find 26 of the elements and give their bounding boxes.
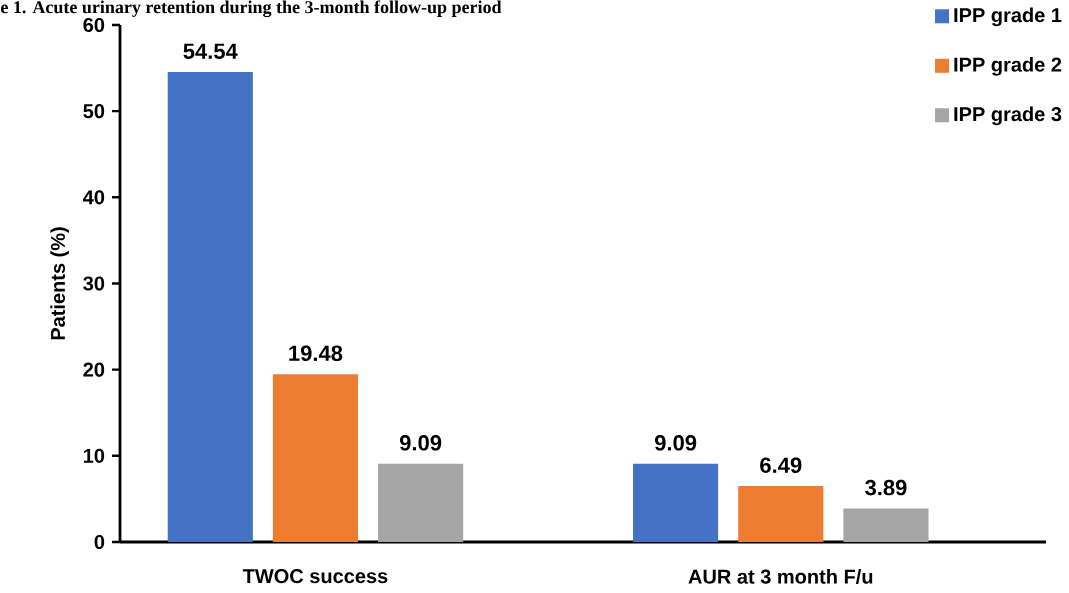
y-tick-label: 10 bbox=[83, 448, 105, 463]
data-label: 6.49 bbox=[760, 457, 802, 473]
bar bbox=[738, 486, 824, 542]
legend-label: IPP grade 2 bbox=[954, 57, 1062, 76]
chart-title: e 1. Acute urinary retention during the 3-month follow-up period bbox=[1, 0, 502, 18]
bar bbox=[843, 508, 929, 542]
x-tick-label: AUR at 3 month F/u bbox=[688, 569, 873, 584]
y-axis-title: Patients (%) bbox=[50, 227, 69, 340]
y-tick-label: 30 bbox=[83, 276, 105, 291]
legend-label: IPP grade 1 bbox=[954, 7, 1062, 27]
data-label: 9.09 bbox=[399, 435, 442, 451]
bar bbox=[272, 374, 359, 542]
bar bbox=[167, 72, 253, 542]
data-label: 54.54 bbox=[183, 43, 238, 59]
y-tick-label: 40 bbox=[83, 190, 105, 205]
y-tick-label: 60 bbox=[83, 17, 105, 33]
x-tick-label: TWOC success bbox=[242, 569, 388, 584]
data-label: 9.09 bbox=[654, 435, 697, 451]
data-label: 3.89 bbox=[865, 479, 907, 496]
y-tick-label: 0 bbox=[94, 534, 105, 550]
y-tick-label: 50 bbox=[83, 104, 105, 119]
legend-label: IPP grade 3 bbox=[954, 106, 1062, 126]
bar bbox=[633, 463, 719, 542]
bar bbox=[378, 463, 464, 542]
y-tick-label: 20 bbox=[83, 362, 105, 377]
data-label: 19.48 bbox=[289, 345, 343, 362]
